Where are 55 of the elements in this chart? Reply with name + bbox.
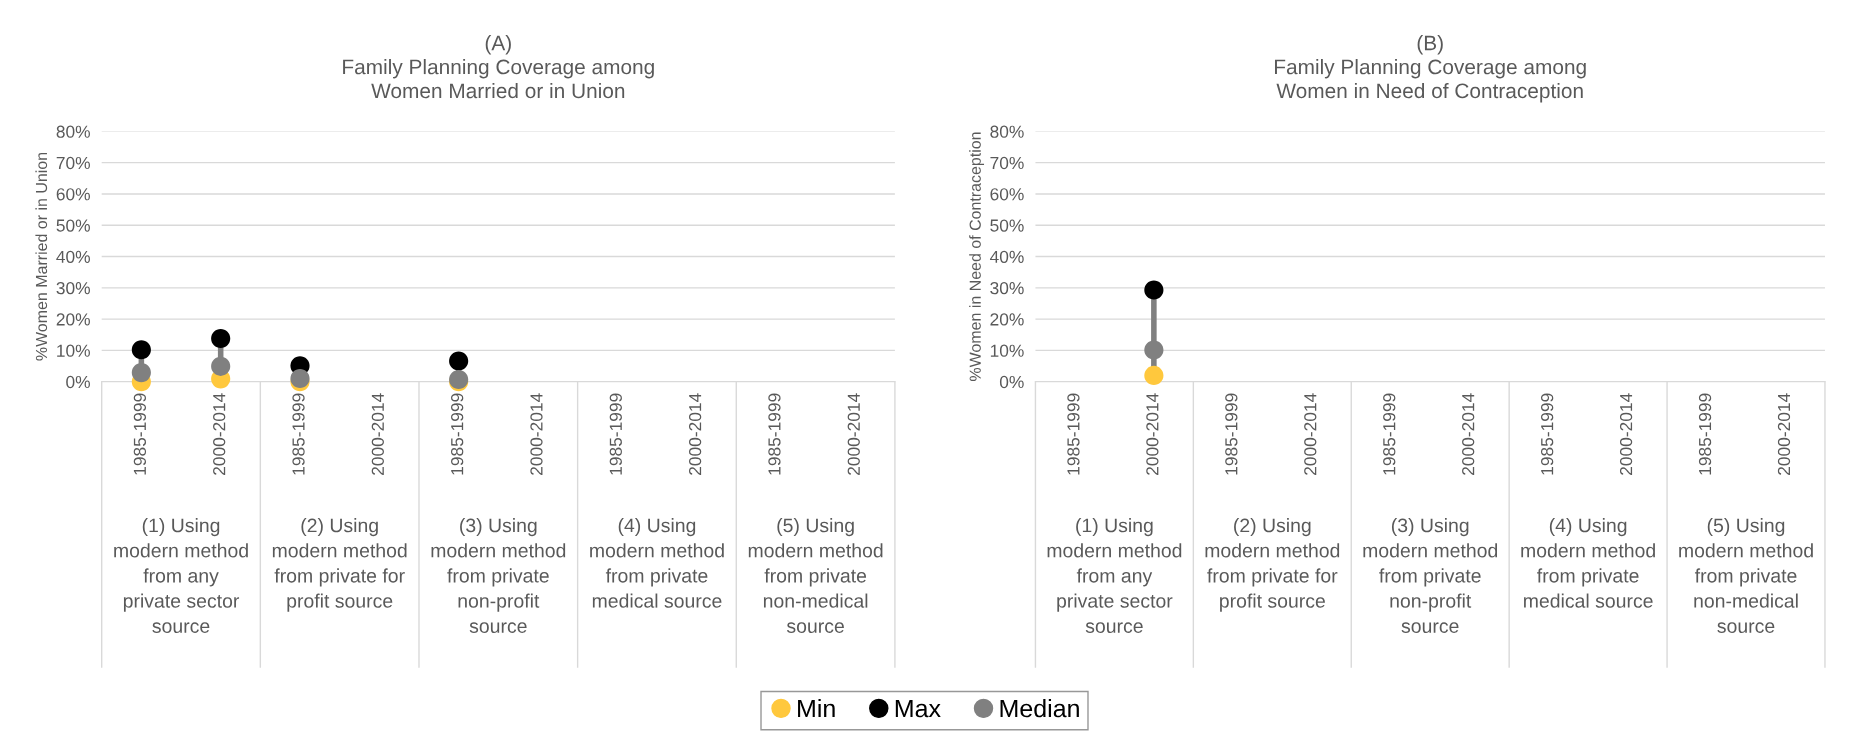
text: (2) Using modern method from private for profit source — [272, 518, 407, 612]
y-tick-label: 10% — [57, 344, 90, 357]
y-tick-label: 60% — [56, 188, 90, 201]
legend-label: Median — [1000, 699, 1079, 718]
text: (1) Using modern method from any private sector source — [1047, 518, 1182, 633]
y-axis-title: %Women in Need of Contraception — [969, 132, 985, 381]
legend-label: Min — [798, 699, 835, 718]
y-tick-label: 20% — [56, 313, 90, 326]
y-tick-label: 50% — [990, 219, 1024, 232]
y-tick-label: 80% — [56, 125, 90, 138]
x-tick-label: 2000-2014 — [1146, 393, 1159, 475]
y-tick-label: 20% — [990, 313, 1024, 326]
y-tick-label: 70% — [56, 156, 90, 170]
y-tick-label: 0% — [999, 375, 1024, 389]
y-axis-title: %Women Married or in Union — [35, 152, 48, 361]
y-tick-label: 40% — [56, 250, 90, 263]
text: (1) Using modern method from any private sector source — [114, 518, 248, 633]
x-tick-label: 2000-2014 — [371, 393, 384, 475]
x-tick-label: 1985-1999 — [451, 393, 464, 475]
text: (2) Using modern method from private for profit source — [1205, 518, 1340, 612]
x-tick-label: 2000-2014 — [213, 393, 226, 475]
x-tick-label: 1985-1999 — [1067, 393, 1080, 475]
x-tick-label: 2000-2014 — [1462, 393, 1475, 475]
chart-title: (A) Family Planning Coverage among Women Married or in Union — [343, 35, 654, 99]
y-tick-label: 50% — [56, 219, 90, 232]
y-tick-label: 40% — [989, 250, 1024, 263]
text: (3) Using modern method from private non-profit source — [431, 518, 566, 633]
y-tick-label: 60% — [990, 188, 1024, 201]
x-tick-label: 1985-1999 — [1383, 393, 1396, 475]
chart-title: (B) Family Planning Coverage among Women in Need of Contraception — [1275, 35, 1586, 103]
text: (5) Using modern method from private non-medical source — [748, 518, 883, 633]
x-tick-label: 1985-1999 — [1225, 393, 1238, 475]
text: (3) Using modern method from private non-profit source — [1363, 518, 1498, 633]
legend-label: Max — [895, 699, 941, 718]
y-tick-label: 30% — [990, 281, 1024, 295]
y-tick-label: 10% — [990, 344, 1024, 357]
x-tick-label: 1985-1999 — [292, 393, 305, 475]
y-tick-label: 70% — [990, 156, 1024, 170]
x-tick-label: 2000-2014 — [1304, 393, 1317, 475]
text: (4) Using modern method from private medical source — [1521, 518, 1655, 608]
x-tick-label: 1985-1999 — [609, 393, 622, 475]
x-tick-label: 1985-1999 — [1541, 393, 1554, 475]
x-tick-label: 2000-2014 — [1619, 393, 1633, 475]
x-tick-label: 1985-1999 — [133, 393, 147, 475]
x-tick-label: 2000-2014 — [530, 393, 543, 475]
x-tick-label: 2000-2014 — [1777, 393, 1791, 475]
y-tick-label: 30% — [56, 281, 90, 295]
x-tick-label: 2000-2014 — [688, 393, 702, 475]
y-tick-label: 0% — [66, 375, 90, 389]
x-tick-label: 1985-1999 — [768, 393, 781, 475]
text: (4) Using modern method from private medical source — [590, 518, 724, 608]
y-tick-label: 80% — [990, 125, 1024, 138]
x-tick-label: 2000-2014 — [847, 393, 860, 475]
x-tick-label: 1985-1999 — [1698, 393, 1712, 475]
text: (5) Using modern method from private non-medical source — [1679, 518, 1813, 633]
